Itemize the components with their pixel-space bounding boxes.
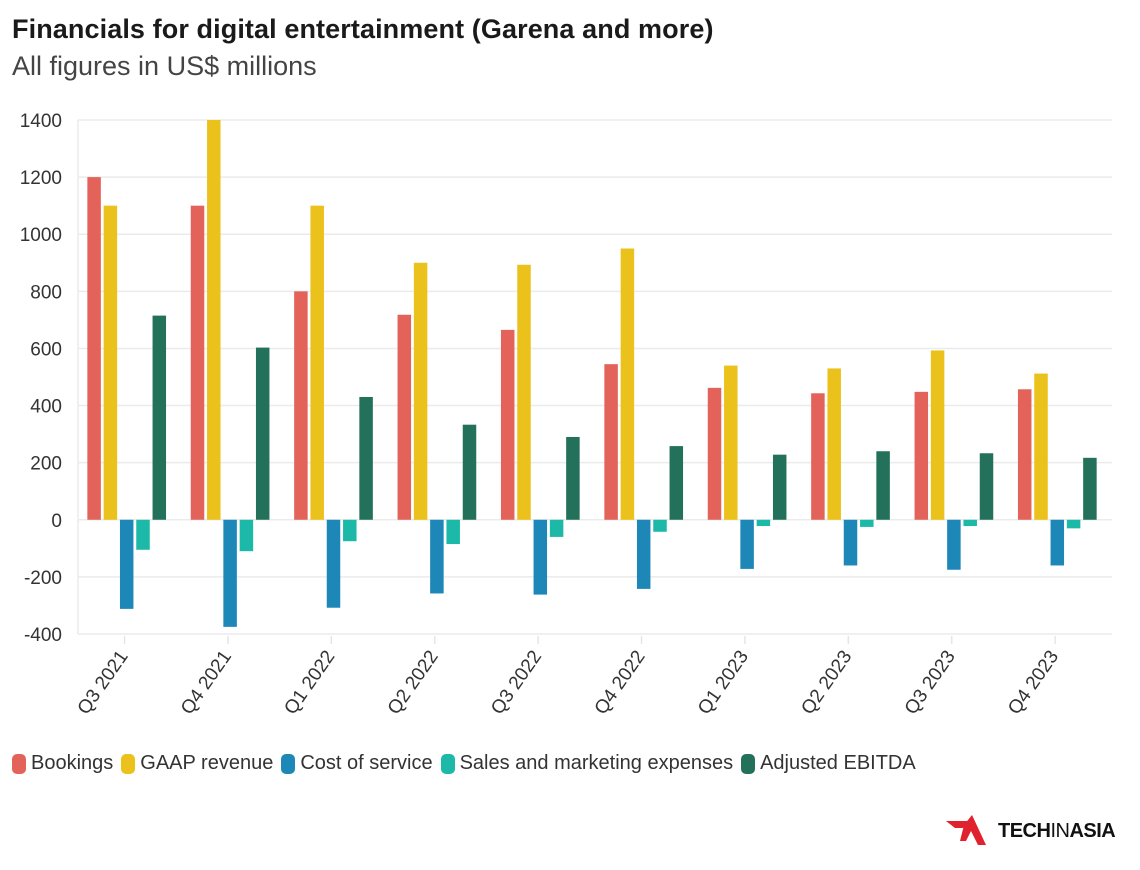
bar-bookings (811, 393, 825, 520)
y-tick-label: 0 (51, 511, 62, 532)
bar-bookings (1017, 389, 1032, 520)
y-tick-label: -200 (24, 568, 62, 589)
chart-subtitle: All figures in US$ millions (12, 51, 317, 81)
bar-gaap-revenue (310, 205, 324, 520)
bar-sales-and-marketing-expenses (756, 519, 771, 527)
legend-label: Adjusted EBITDA (760, 752, 916, 774)
bar-sales-and-marketing-expenses (549, 519, 564, 537)
bar-cost-of-service (533, 519, 548, 595)
legend-swatch (440, 753, 455, 774)
bar-gaap-revenue (930, 350, 945, 520)
y-tick-label: 1200 (20, 168, 62, 189)
bar-cost-of-service (636, 519, 651, 589)
x-tick-label: Q3 2023 (901, 647, 960, 719)
bar-gaap-revenue (620, 248, 635, 520)
bar-cost-of-service (740, 519, 754, 569)
bar-bookings (294, 291, 308, 520)
legend-item: Bookings (12, 752, 113, 775)
bar-adjusted-ebitda (1083, 457, 1097, 520)
bar-gaap-revenue (207, 120, 221, 520)
x-tick-label: Q4 2022 (591, 647, 650, 719)
x-tick-label: Q3 2021 (74, 647, 133, 719)
legend-item: Sales and marketing expenses (440, 752, 734, 775)
bar-adjusted-ebitda (772, 454, 787, 520)
y-tick-label: -400 (24, 625, 62, 646)
bar-cost-of-service (119, 519, 134, 609)
y-tick-label: 800 (30, 282, 62, 303)
bar-gaap-revenue (413, 262, 428, 520)
bar-adjusted-ebitda (359, 396, 373, 520)
x-tick-label: Q1 2022 (280, 647, 339, 719)
bar-chart: 1400 1200 1000 800 600 400 200 0 -200 -400 Q3 2021… (20, 111, 1112, 719)
bar-gaap-revenue (827, 368, 841, 520)
bar-sales-and-marketing-expenses (963, 519, 977, 527)
x-tick-label: Q4 2021 (177, 647, 236, 719)
bar-cost-of-service (430, 519, 444, 594)
techinasia-logo: TECHINASIA (946, 815, 1116, 847)
bar-cost-of-service (947, 519, 961, 570)
bar-sales-and-marketing-expenses (1066, 519, 1081, 529)
legend-swatch (281, 753, 296, 774)
legend-item: GAAP revenue (121, 752, 273, 775)
bar-adjusted-ebitda (876, 451, 890, 520)
bar-sales-and-marketing-expenses (343, 519, 357, 542)
legend-label: Cost of service (300, 752, 433, 774)
bar-bookings (397, 314, 412, 520)
y-tick-label: 200 (30, 454, 62, 475)
legend-swatch (741, 753, 756, 774)
bar-sales-and-marketing-expenses (446, 519, 460, 545)
x-tick-label: Q1 2023 (694, 647, 753, 719)
bar-bookings (190, 205, 205, 520)
bar-gaap-revenue (724, 365, 738, 520)
bar-adjusted-ebitda (566, 436, 580, 520)
legend-label: GAAP revenue (140, 752, 274, 774)
bar-adjusted-ebitda (462, 424, 477, 520)
bar-bookings (914, 391, 929, 520)
x-tick-label: Q3 2022 (487, 647, 546, 719)
bar-cost-of-service (223, 519, 237, 627)
x-tick-label: Q2 2023 (797, 647, 856, 719)
bar-adjusted-ebitda (255, 347, 270, 520)
x-tick-label: Q2 2022 (384, 647, 443, 719)
y-tick-label: 400 (30, 397, 62, 418)
chart-title: Financials for digital entertainment (Ga… (12, 14, 714, 44)
bar-bookings (604, 364, 618, 520)
bar-bookings (87, 177, 101, 520)
legend-swatch (121, 753, 136, 774)
bar-gaap-revenue (103, 205, 118, 520)
bar-cost-of-service (843, 519, 858, 566)
legend-swatch (12, 753, 26, 774)
bar-sales-and-marketing-expenses (136, 519, 150, 550)
bar-bookings (707, 387, 722, 520)
bar-adjusted-ebitda (979, 453, 994, 520)
legend-label: Sales and marketing expenses (459, 752, 734, 774)
bar-bookings (500, 329, 515, 520)
y-tick-label: 600 (30, 339, 62, 360)
legend-item: Adjusted EBITDA (741, 752, 916, 775)
bar-gaap-revenue (1034, 373, 1048, 520)
legend-item: Cost of service (281, 752, 433, 775)
y-tick-label: 1000 (20, 225, 62, 246)
bar-sales-and-marketing-expenses (653, 519, 667, 532)
bar-cost-of-service (326, 519, 341, 608)
bar-cost-of-service (1050, 519, 1065, 566)
techinasia-logo-icon (946, 815, 986, 845)
legend-label: Bookings (31, 752, 114, 774)
bar-adjusted-ebitda (152, 315, 167, 520)
x-tick-label: Q4 2023 (1004, 647, 1063, 719)
logo-wordmark: TECHINASIA (998, 819, 1116, 842)
y-tick-label: 1400 (20, 111, 62, 132)
bar-gaap-revenue (517, 264, 531, 520)
bar-adjusted-ebitda (669, 446, 684, 520)
bar-sales-and-marketing-expenses (239, 519, 254, 552)
chart-legend: Bookings GAAP revenue Cost of service Sales… (12, 752, 916, 775)
bar-sales-and-marketing-expenses (860, 519, 874, 527)
